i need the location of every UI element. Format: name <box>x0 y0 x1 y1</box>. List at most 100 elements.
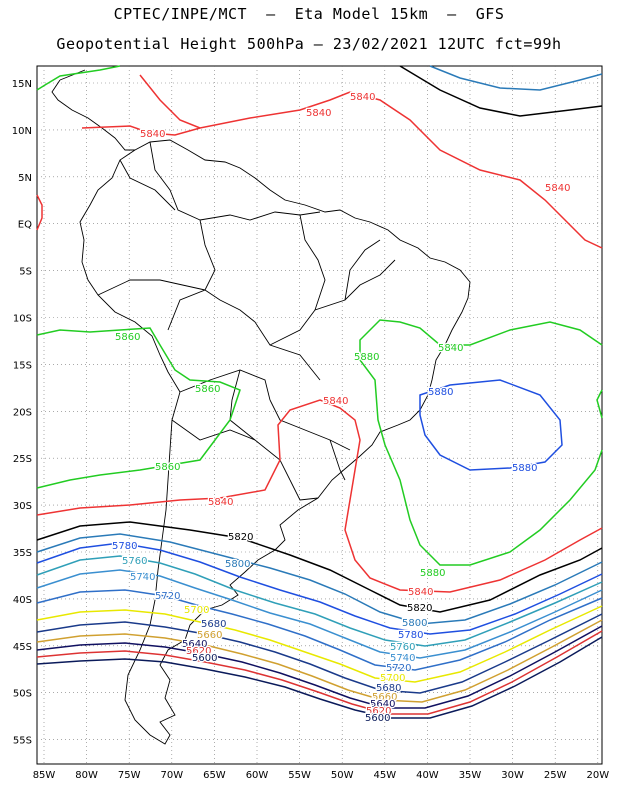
lat-tick-label: 15N <box>12 79 32 90</box>
contour-label: 5880 <box>512 463 537 474</box>
contour-5720 <box>36 589 603 671</box>
contour-label: 5700 <box>184 605 209 616</box>
lat-tick-label: 20S <box>13 407 32 418</box>
contour-label: 5880 <box>420 568 445 579</box>
contour-5800 <box>36 533 603 625</box>
lon-tick-label: 35W <box>459 770 482 781</box>
contour-5820 <box>36 521 603 613</box>
lon-tick-label: 75W <box>118 770 141 781</box>
contour-label: 5720 <box>386 663 411 674</box>
coastlines <box>51 69 471 745</box>
contour-label: 5820 <box>228 532 253 543</box>
contour-label: 5640 <box>182 639 207 650</box>
contour-label: 5620 <box>366 706 391 717</box>
lat-tick-label: 45S <box>13 642 32 653</box>
contour-5860-east <box>359 319 603 566</box>
lon-tick-label: 25W <box>544 770 567 781</box>
contour-label: 5780 <box>398 630 423 641</box>
lon-tick-label: 65W <box>203 770 226 781</box>
contour-5680 <box>36 613 603 694</box>
map-frame <box>36 65 603 765</box>
lon-tick-label: 70W <box>160 770 183 781</box>
contour-label: 5820 <box>407 603 432 614</box>
contour-labels: 5840 5840 5840 5840 5860 5860 5860 5880 … <box>111 91 572 726</box>
lon-tick-label: 85W <box>33 770 56 781</box>
contour-label: 5640 <box>370 699 395 710</box>
lat-tick-label: 35S <box>13 548 32 559</box>
contour-label: 5840 <box>208 497 233 508</box>
contour-label: 5660 <box>197 630 222 641</box>
contour-label: 5860 <box>195 384 220 395</box>
lat-tick-label: 5S <box>19 267 32 278</box>
lon-tick-label: 80W <box>75 770 98 781</box>
contour-label: 5740 <box>130 572 155 583</box>
contour-label: 5860 <box>115 332 140 343</box>
contour-5760 <box>36 555 603 647</box>
contour-label: 5720 <box>155 591 180 602</box>
latitude-labels: 15N 10N 5N EQ 5S 10S 15S 20S 25S 30S 35S 40S 45S 50S 5… <box>12 79 32 747</box>
contour-5600 <box>36 636 603 719</box>
contour-label: 5680 <box>201 619 226 630</box>
contour-5700 <box>36 605 603 683</box>
lat-tick-label: 5N <box>18 173 32 184</box>
contours <box>36 65 603 719</box>
contour-5880-ne <box>429 65 603 91</box>
lon-tick-label: 55W <box>288 770 311 781</box>
lat-tick-label: 10N <box>12 126 32 137</box>
contour-label: 5620 <box>186 646 211 657</box>
lat-tick-label: EQ <box>18 220 32 231</box>
contour-5840-south <box>36 399 603 593</box>
lat-tick-label: 10S <box>13 314 32 325</box>
contour-label: 5680 <box>376 683 401 694</box>
contour-5860-north <box>36 65 121 91</box>
contour-label: 5880 <box>428 387 453 398</box>
map-subtitle: Geopotential Height 500hPa – 23/02/2021 … <box>56 35 562 53</box>
lon-tick-label: 60W <box>246 770 269 781</box>
contour-5640 <box>36 625 603 709</box>
contour-5780 <box>36 542 603 635</box>
lat-tick-label: 40S <box>13 595 32 606</box>
longitude-labels: 85W 80W 75W 70W 65W 60W 55W 50W 45W 40W 35W 30W 25W 2… <box>33 770 610 781</box>
contour-label: 5760 <box>390 642 415 653</box>
contour-5860-west <box>36 327 241 489</box>
lon-tick-label: 30W <box>501 770 524 781</box>
lon-tick-label: 50W <box>331 770 354 781</box>
contour-label: 5600 <box>192 653 217 664</box>
contour-5660 <box>36 619 603 703</box>
contour-label: 5840 <box>408 587 433 598</box>
contour-label: 5840 <box>545 183 570 194</box>
contour-label: 5800 <box>225 559 250 570</box>
contour-label: 5860 <box>155 462 180 473</box>
lat-tick-label: 25S <box>13 454 32 465</box>
contour-label: 5780 <box>112 541 137 552</box>
lon-tick-label: 40W <box>416 770 439 781</box>
contour-5620 <box>36 630 603 715</box>
contour-5840-north <box>139 74 603 249</box>
contour-5840-west <box>36 194 43 231</box>
contour-label: 5800 <box>402 618 427 629</box>
contour-label: 5840 <box>350 92 375 103</box>
contour-5860-east-edge <box>596 389 603 419</box>
contour-label: 5880 <box>354 352 379 363</box>
contour-5740 <box>36 569 603 659</box>
contour-label: 5740 <box>390 653 415 664</box>
map-title: CPTEC/INPE/MCT – Eta Model 15km – GFS <box>113 5 505 23</box>
contour-label: 5760 <box>122 556 147 567</box>
contour-5880-east <box>419 379 563 471</box>
contour-label: 5600 <box>365 713 390 724</box>
graticule <box>37 66 602 764</box>
contour-label: 5840 <box>306 108 331 119</box>
lat-tick-label: 50S <box>13 689 32 700</box>
contour-5820-ne <box>399 65 603 117</box>
lat-tick-label: 15S <box>13 360 32 371</box>
contour-label: 5660 <box>372 692 397 703</box>
lat-tick-label: 55S <box>13 736 32 747</box>
contour-label: 5840 <box>140 129 165 140</box>
lon-tick-label: 20W <box>586 770 609 781</box>
contour-label: 5840 <box>438 343 463 354</box>
contour-5840-nw <box>81 125 201 136</box>
lon-tick-label: 45W <box>373 770 396 781</box>
lat-tick-label: 30S <box>13 501 32 512</box>
contour-label: 5840 <box>323 396 348 407</box>
